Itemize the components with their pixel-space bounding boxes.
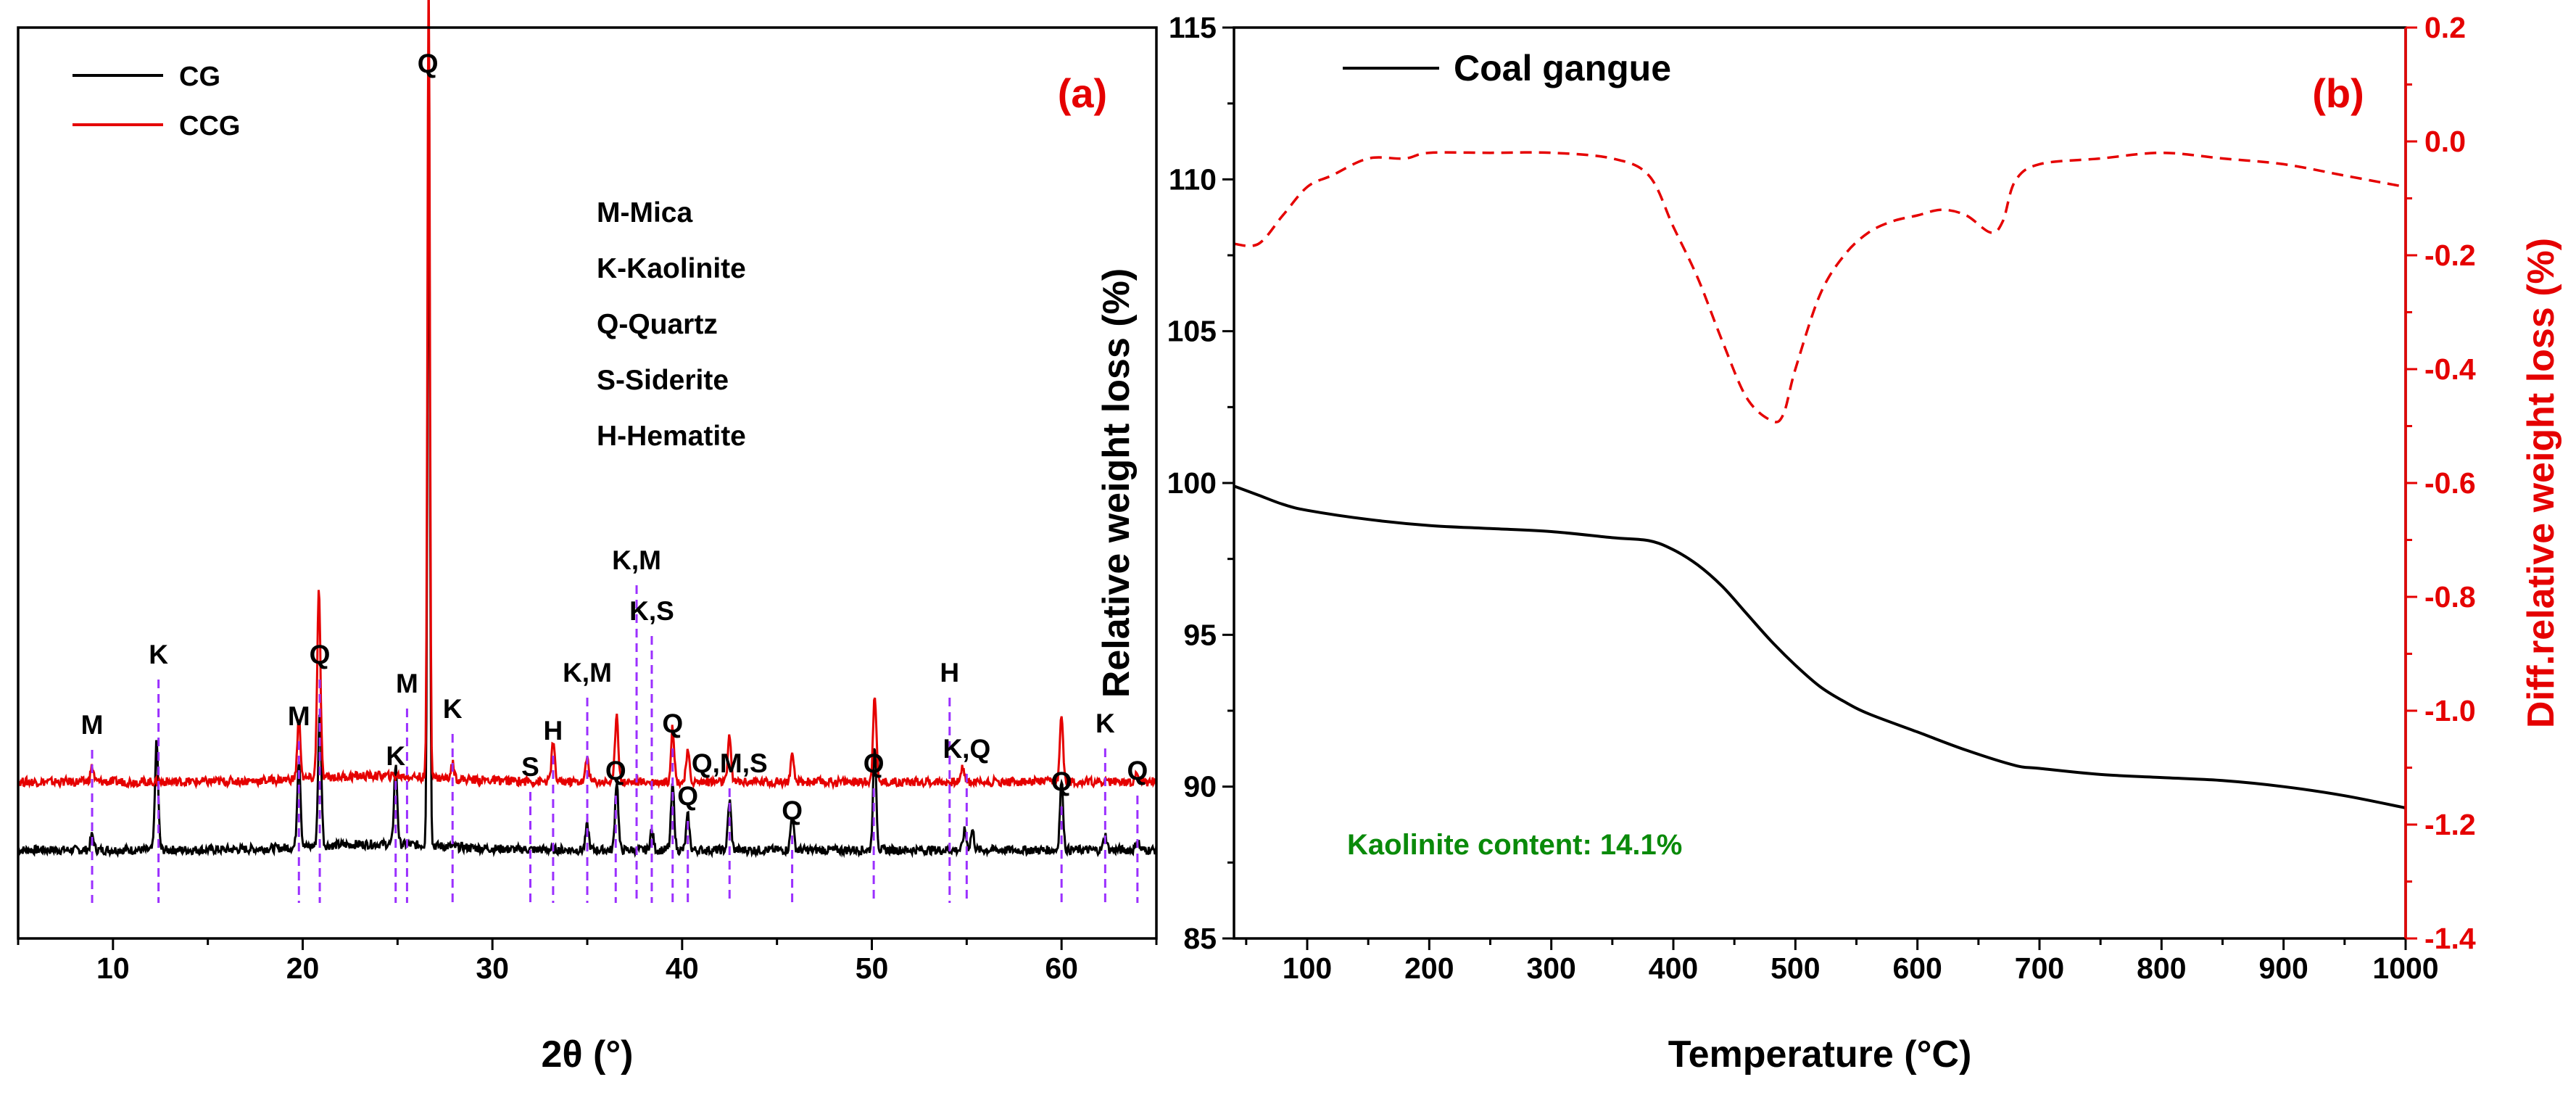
peak-label: H xyxy=(940,658,959,688)
tga-x-tick-label: 1000 xyxy=(2372,952,2438,985)
xrd-x-tick-label: 50 xyxy=(856,952,889,985)
peak-label: Q xyxy=(782,796,803,825)
xrd-x-tick-label: 20 xyxy=(286,952,320,985)
tga-left-y-tick-label: 110 xyxy=(1169,162,1217,196)
xrd-x-tick-label: 30 xyxy=(476,952,509,985)
tga-x-tick-label: 600 xyxy=(1892,952,1942,985)
tga-left-y-ticks: 85 90 95 100 105 110 115 xyxy=(1167,11,1234,955)
tga-left-y-tick-label: 115 xyxy=(1169,11,1217,44)
peak-label: Q,M,S xyxy=(692,748,768,778)
peak-label: K,M xyxy=(563,658,612,688)
tga-right-y-tick-label: -1.0 xyxy=(2424,694,2476,727)
tga-x-tick-label: 400 xyxy=(1649,952,1698,985)
peak-label: Q xyxy=(418,49,439,78)
tga-x-tick-label: 700 xyxy=(2015,952,2064,985)
mineral-key-siderite: S-Siderite xyxy=(597,365,729,396)
xrd-x-axis-title: 2θ (°) xyxy=(542,1033,634,1076)
xrd-panel-label: (a) xyxy=(1058,70,1107,116)
tga-right-y-axis-title: Diff.relative weight loss (%) xyxy=(2520,238,2562,728)
tga-x-tick-label: 100 xyxy=(1283,952,1332,985)
peak-label: M xyxy=(81,710,104,740)
tga-right-y-tick-label: 0.0 xyxy=(2424,125,2466,158)
peak-label: H xyxy=(544,716,563,746)
peak-label: K,M xyxy=(612,545,661,575)
peak-label: Q xyxy=(605,756,626,785)
peak-label: K xyxy=(443,694,463,724)
tga-right-y-tick-label: -0.2 xyxy=(2424,239,2476,272)
mineral-key: M-Mica K-Kaolinite Q-Quartz S-Siderite H… xyxy=(597,197,746,452)
tga-left-y-tick-label: 95 xyxy=(1183,618,1217,651)
tga-right-y-tick-label: -1.2 xyxy=(2424,808,2476,841)
legend-label-cg: CG xyxy=(179,62,220,92)
xrd-x-tick-label: 40 xyxy=(666,952,699,985)
tga-right-y-tick-label: -1.4 xyxy=(2424,922,2476,955)
tga-right-y-tick-label: -0.4 xyxy=(2424,352,2476,386)
tga-legend: Coal gangue xyxy=(1343,48,1671,88)
peak-label: Q xyxy=(864,748,885,778)
tga-x-tick-label: 200 xyxy=(1404,952,1454,985)
xrd-x-tick-label: 60 xyxy=(1045,952,1078,985)
tga-left-y-tick-label: 85 xyxy=(1183,922,1217,955)
tga-x-tick-label: 800 xyxy=(2137,952,2186,985)
legend-label-ccg: CCG xyxy=(179,111,240,141)
mineral-key-mica: M-Mica xyxy=(597,197,692,228)
kaolinite-content-annotation: Kaolinite content: 14.1% xyxy=(1347,829,1682,861)
peak-label: K xyxy=(1096,709,1115,738)
tga-right-y-tick-label: -0.6 xyxy=(2424,466,2476,500)
tga-x-axis-title: Temperature (°C) xyxy=(1668,1033,1972,1076)
peak-label: K xyxy=(386,741,405,771)
tga-right-y-tick-label: 0.2 xyxy=(2424,11,2466,44)
legend-label-coal-gangue: Coal gangue xyxy=(1454,48,1671,88)
xrd-x-ticks: 10 20 30 40 50 60 xyxy=(17,938,1158,985)
peak-label: S xyxy=(521,752,539,782)
xrd-legend: CG CCG xyxy=(73,62,240,141)
peak-label: K xyxy=(149,640,168,669)
tga-x-tick-label: 300 xyxy=(1526,952,1575,985)
tga-x-ticks: 100 200 300 400 500 600 700 800 900 1000 xyxy=(1245,938,2439,985)
tga-left-y-tick-label: 90 xyxy=(1183,770,1217,804)
peak-label: Q xyxy=(310,640,331,669)
tga-panel: 100 200 300 400 500 600 700 800 900 1000 85 90 95 10… xyxy=(1096,11,2562,1076)
peak-label: M xyxy=(288,701,310,731)
mineral-key-kaolinite: K-Kaolinite xyxy=(597,253,746,284)
peak-label: Q xyxy=(1127,756,1148,785)
peak-label: Q xyxy=(1051,767,1072,796)
tga-x-tick-label: 500 xyxy=(1771,952,1820,985)
tga-panel-label: (b) xyxy=(2312,70,2364,116)
mineral-key-hematite: H-Hematite xyxy=(597,421,746,452)
peak-label: M xyxy=(396,669,418,698)
tga-right-y-tick-label: -0.8 xyxy=(2424,580,2476,614)
mineral-key-quartz: Q-Quartz xyxy=(597,309,718,340)
peak-label: K,S xyxy=(629,596,674,626)
tga-left-y-tick-label: 105 xyxy=(1167,315,1217,348)
tga-left-y-axis-title: Relative weight loss (%) xyxy=(1096,268,1138,698)
dtg-curve xyxy=(1233,151,2406,424)
tga-left-y-tick-label: 100 xyxy=(1167,466,1217,500)
tga-right-y-ticks: 0.2 0.0 -0.2 -0.4 -0.6 -0.8 -1.0 -1.2 -1.4 xyxy=(2406,11,2476,955)
tg-curve xyxy=(1233,484,2406,809)
peak-label: K,Q xyxy=(943,734,990,764)
tga-x-tick-label: 900 xyxy=(2258,952,2308,985)
xrd-x-tick-label: 10 xyxy=(96,952,130,985)
peak-label: Q xyxy=(677,781,698,811)
peak-label: Q xyxy=(662,709,683,738)
